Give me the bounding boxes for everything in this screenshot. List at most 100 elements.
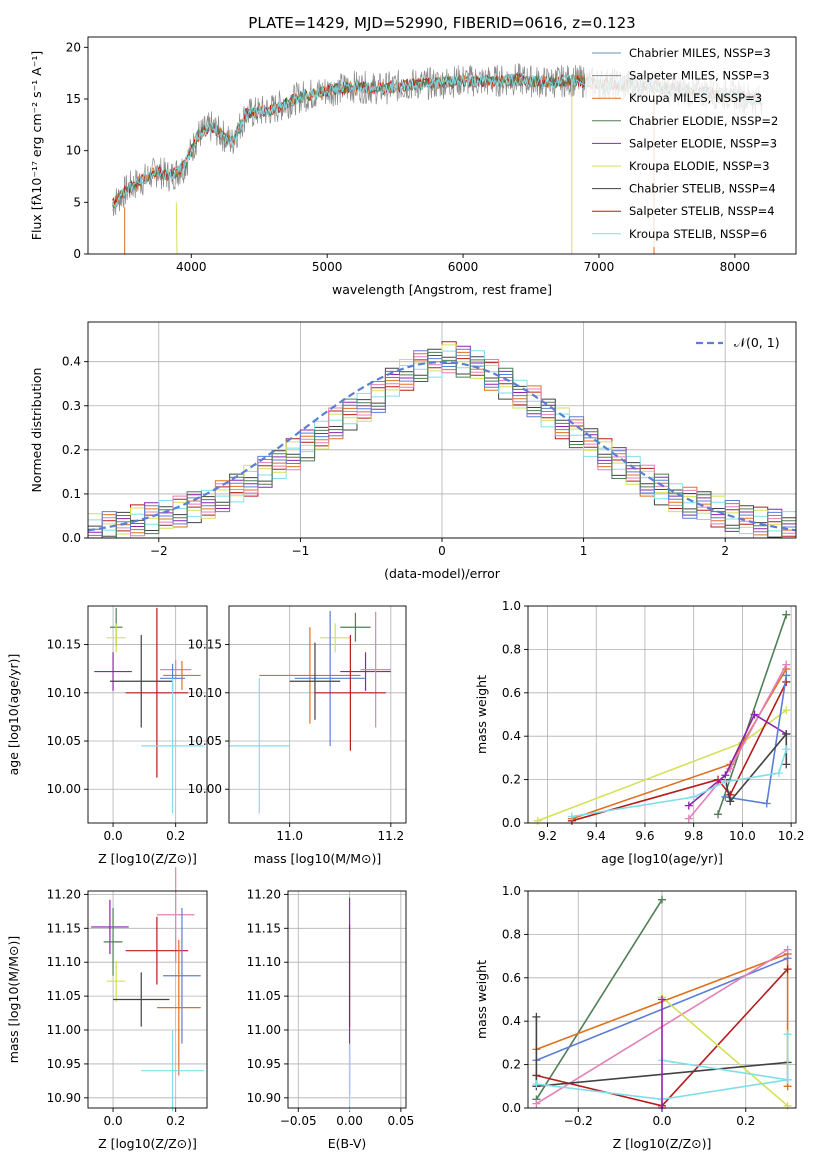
data-point-marker <box>721 792 730 801</box>
data-point-marker <box>783 965 792 974</box>
mass-weight-line <box>688 664 788 820</box>
x-tick-label: 9.2 <box>538 829 557 843</box>
data-point-marker <box>532 1080 541 1089</box>
x-tick-label: 0.0 <box>104 829 123 843</box>
y-tick-label: 1.0 <box>502 884 521 898</box>
x-tick-label: 0.0 <box>104 1114 123 1128</box>
y-tick-label: 11.20 <box>47 887 81 901</box>
x-tick-label: 5000 <box>312 260 343 274</box>
data-point-marker <box>721 777 730 786</box>
mass-weight-line <box>661 996 789 1107</box>
x-tick-label: 11.0 <box>276 829 303 843</box>
y-tick-label: 0.2 <box>62 443 81 457</box>
y-tick-label: 0.4 <box>502 1014 521 1028</box>
x-tick-label: 11.2 <box>377 829 404 843</box>
y-tick-label: 11.00 <box>247 1023 281 1037</box>
y-tick-label: 10.15 <box>188 638 222 652</box>
grid-6 <box>288 891 406 1108</box>
y-tick-label: 20 <box>66 40 81 54</box>
y-axis-label: Flux [fλ10⁻¹⁷ erg cm⁻² s⁻¹ A⁻¹] <box>29 51 44 240</box>
y-tick-label: 10.15 <box>47 638 81 652</box>
y-tick-label: 10 <box>66 144 81 158</box>
data-point-marker <box>782 760 791 769</box>
y-axis-label: Normed distribution <box>29 368 44 493</box>
data-point-marker <box>762 799 771 808</box>
y-tick-label: 0.8 <box>502 927 521 941</box>
legend-entry: Salpeter MILES, NSSP=3 <box>629 69 770 83</box>
data-point-marker <box>782 706 791 715</box>
x-tick-label: −2 <box>150 544 168 558</box>
x-axis-label: Z [log10(Z/Z⊙)] <box>613 1136 712 1151</box>
y-tick-label: 11.10 <box>247 955 281 969</box>
data-point-marker <box>750 710 759 719</box>
y-tick-label: 0.0 <box>62 531 81 545</box>
x-axis-label: wavelength [Angstrom, rest frame] <box>332 282 552 297</box>
mass-weight-line <box>571 681 788 822</box>
data-point-marker <box>783 945 792 954</box>
x-tick-label: 1 <box>580 544 588 558</box>
y-tick-label: 0.0 <box>502 1101 521 1115</box>
y-axis-label: mass weight <box>474 960 489 1039</box>
y-tick-label: 0.8 <box>502 642 521 656</box>
x-tick-label: 6000 <box>448 260 479 274</box>
y-tick-label: 11.00 <box>47 1023 81 1037</box>
data-point-marker <box>689 792 698 801</box>
mass-weight-line <box>661 1059 788 1081</box>
legend-entry: Kroupa STELIB, NSSP=6 <box>629 227 767 241</box>
x-tick-label: 10.0 <box>729 829 756 843</box>
y-tick-label: 10.90 <box>247 1091 281 1105</box>
y-tick-label: 0 <box>73 247 81 261</box>
x-tick-label: 9.6 <box>635 829 654 843</box>
legend-box <box>585 44 791 247</box>
histogram-chabrier_elodie <box>88 351 796 539</box>
axes-frame <box>287 890 407 1109</box>
x-tick-label: −1 <box>292 544 310 558</box>
y-tick-label: 10.95 <box>247 1057 281 1071</box>
data-point-marker <box>726 797 735 806</box>
histogram-extra_pink <box>88 355 796 539</box>
y-tick-label: 0.4 <box>502 729 521 743</box>
y-tick-label: 0.2 <box>502 773 521 787</box>
mass-weight-line <box>536 1034 789 1101</box>
axes-frame <box>87 605 208 824</box>
y-tick-label: 0.3 <box>62 399 81 413</box>
data-point-marker <box>774 769 783 778</box>
x-tick-label: 9.4 <box>587 829 606 843</box>
data-point-marker <box>782 730 791 739</box>
x-tick-label: 8000 <box>720 260 751 274</box>
y-tick-label: 11.20 <box>247 887 281 901</box>
data-point-marker <box>567 812 576 821</box>
y-axis-label: mass [log10(M/M⊙)] <box>6 936 21 1064</box>
x-tick-label: 0.2 <box>166 1114 185 1128</box>
y-tick-label: 5 <box>73 195 81 209</box>
normal-pdf-curve <box>87 360 797 532</box>
y-tick-label: 11.05 <box>47 989 81 1003</box>
x-axis-label: E(B-V) <box>328 1136 367 1151</box>
data-point-marker <box>714 810 723 819</box>
legend-entry: Chabrier MILES, NSSP=3 <box>629 46 771 60</box>
data-point-marker <box>782 745 791 754</box>
axes-frame <box>87 36 797 255</box>
y-tick-label: 10.00 <box>188 782 222 796</box>
legend-entry: 𝒩(0, 1) <box>734 335 780 350</box>
y-tick-label: 10.05 <box>188 734 222 748</box>
x-tick-label: 7000 <box>584 260 615 274</box>
x-tick-label: 4000 <box>176 260 207 274</box>
x-tick-label: 0.00 <box>336 1114 363 1128</box>
data-point-marker <box>782 671 791 680</box>
data-point-marker <box>684 801 693 810</box>
dropout-line <box>175 202 178 255</box>
axes-frame <box>527 890 797 1109</box>
x-tick-label: 10.2 <box>778 829 805 843</box>
data-point-marker <box>532 1012 541 1021</box>
y-tick-label: 0.6 <box>502 686 521 700</box>
y-axis-label: age [log10(age/yr)] <box>6 654 21 776</box>
y-tick-label: 11.15 <box>247 921 281 935</box>
y-tick-label: 0.1 <box>62 487 81 501</box>
y-tick-label: 10.10 <box>47 686 81 700</box>
x-axis-label: (data-model)/error <box>384 566 501 581</box>
x-axis-label: Z [log10(Z/Z⊙)] <box>98 851 197 866</box>
y-tick-label: 11.05 <box>247 989 281 1003</box>
y-axis-label: mass weight <box>474 675 489 754</box>
